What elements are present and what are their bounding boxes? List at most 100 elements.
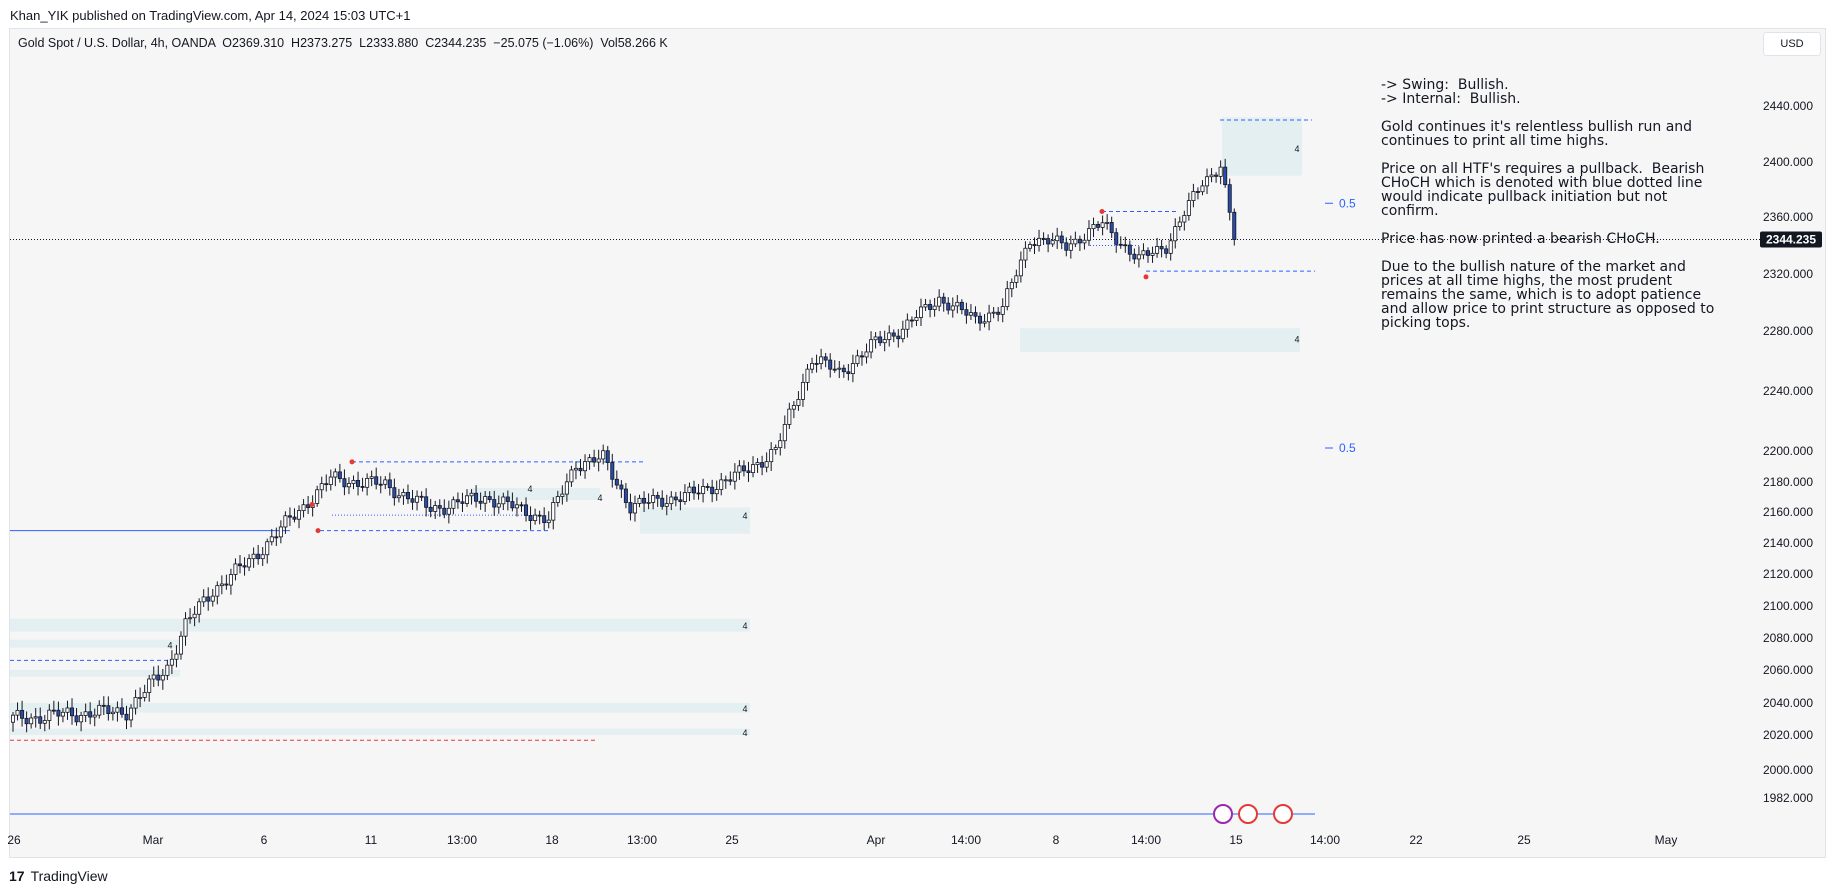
candle-body bbox=[841, 367, 846, 373]
candle-body bbox=[592, 457, 597, 463]
candle-body bbox=[859, 355, 864, 358]
x-tick-label: 15 bbox=[1229, 833, 1243, 847]
candle-body bbox=[1191, 191, 1196, 201]
candle-body bbox=[83, 711, 88, 716]
x-tick-label: 14:00 bbox=[951, 833, 981, 847]
candle-body bbox=[1032, 244, 1037, 247]
candle-body bbox=[328, 476, 333, 485]
x-tick-label: 26 bbox=[7, 833, 21, 847]
candle-body bbox=[1018, 259, 1023, 277]
candle-body bbox=[369, 476, 374, 479]
candle-body bbox=[56, 709, 61, 717]
candle-body bbox=[673, 496, 678, 501]
economic-event-icon bbox=[1238, 804, 1258, 824]
candle-body bbox=[746, 470, 751, 474]
candle-body bbox=[878, 336, 883, 344]
candle-body bbox=[1082, 239, 1087, 244]
candle-body bbox=[519, 504, 524, 507]
candle-body bbox=[292, 516, 297, 520]
candle-body bbox=[60, 711, 65, 717]
candle-body bbox=[428, 506, 433, 512]
candle-body bbox=[769, 449, 774, 463]
candle-body bbox=[437, 505, 442, 509]
x-tick-label: 25 bbox=[1517, 833, 1531, 847]
x-tick-label: 6 bbox=[261, 833, 268, 847]
candle-body bbox=[778, 440, 783, 449]
x-tick-label: 14:00 bbox=[1131, 833, 1161, 847]
order-block-zone bbox=[640, 507, 750, 534]
candle-body bbox=[374, 476, 379, 485]
candle-body bbox=[1068, 243, 1073, 251]
candle-body bbox=[705, 486, 710, 488]
candles bbox=[10, 158, 1237, 733]
candle-body bbox=[900, 328, 905, 340]
candle-body bbox=[38, 716, 43, 724]
candle-body bbox=[542, 515, 547, 524]
zone-label: 4 bbox=[1294, 335, 1299, 345]
candle-body bbox=[260, 554, 265, 560]
candle-body bbox=[183, 618, 188, 637]
zone-label: 4 bbox=[167, 640, 172, 650]
y-tick-label: 2400.000 bbox=[1763, 155, 1813, 169]
candle-body bbox=[124, 713, 129, 721]
candle-body bbox=[251, 553, 256, 560]
candle-body bbox=[1209, 174, 1214, 178]
tradingview-name[interactable]: TradingView bbox=[30, 868, 108, 884]
candle-body bbox=[964, 309, 969, 316]
symbol-legend: Gold Spot / U.S. Dollar, 4h, OANDA O2369… bbox=[18, 36, 668, 50]
candle-body bbox=[1109, 222, 1114, 234]
y-tick-label: 2020.000 bbox=[1763, 728, 1813, 742]
candle-body bbox=[510, 501, 515, 509]
candle-body bbox=[978, 315, 983, 324]
candle-body bbox=[1037, 237, 1042, 247]
candle-body bbox=[351, 479, 356, 484]
candle-body bbox=[1000, 306, 1005, 315]
candle-body bbox=[410, 498, 415, 503]
candle-body bbox=[560, 493, 565, 497]
candle-body bbox=[782, 424, 787, 442]
candle-body bbox=[365, 478, 370, 488]
candle-body bbox=[1136, 254, 1141, 260]
y-tick-label: 2320.000 bbox=[1763, 267, 1813, 281]
candle-body bbox=[237, 563, 242, 567]
y-tick-label: 2200.000 bbox=[1763, 444, 1813, 458]
last-price-label: 2344.235 bbox=[1766, 232, 1816, 246]
candle-body bbox=[433, 505, 438, 512]
candle-body bbox=[928, 304, 933, 310]
candle-body bbox=[873, 336, 878, 341]
candle-body bbox=[732, 471, 737, 482]
candle-body bbox=[1041, 237, 1046, 240]
candle-body bbox=[660, 497, 665, 507]
candle-body bbox=[242, 565, 247, 568]
candle-body bbox=[909, 319, 914, 322]
candle-body bbox=[24, 717, 29, 725]
currency-button[interactable]: USD bbox=[1763, 32, 1821, 56]
candle-body bbox=[1046, 238, 1051, 245]
candle-body bbox=[587, 457, 592, 463]
candle-body bbox=[455, 499, 460, 503]
zone-label: 4 bbox=[742, 704, 747, 714]
footer: 17 TradingView bbox=[9, 866, 108, 886]
candle-body bbox=[919, 306, 924, 318]
candle-body bbox=[968, 312, 973, 316]
candle-body bbox=[133, 697, 138, 709]
y-tick-label: 2180.000 bbox=[1763, 475, 1813, 489]
candle-body bbox=[619, 484, 624, 490]
candle-body bbox=[1023, 247, 1028, 261]
candle-body bbox=[79, 715, 84, 723]
candle-body bbox=[564, 481, 569, 495]
y-tick-label: 2360.000 bbox=[1763, 210, 1813, 224]
candle-body bbox=[1195, 191, 1200, 193]
candle-body bbox=[882, 339, 887, 344]
candle-body bbox=[1146, 250, 1151, 256]
candle-body bbox=[819, 356, 824, 365]
candle-body bbox=[610, 462, 615, 480]
candle-body bbox=[1127, 244, 1132, 255]
candle-body bbox=[156, 674, 161, 681]
candle-body bbox=[637, 497, 642, 504]
candle-body bbox=[188, 617, 193, 620]
chart-area[interactable] bbox=[9, 28, 1826, 858]
candle-body bbox=[837, 367, 842, 370]
candle-body bbox=[614, 478, 619, 486]
